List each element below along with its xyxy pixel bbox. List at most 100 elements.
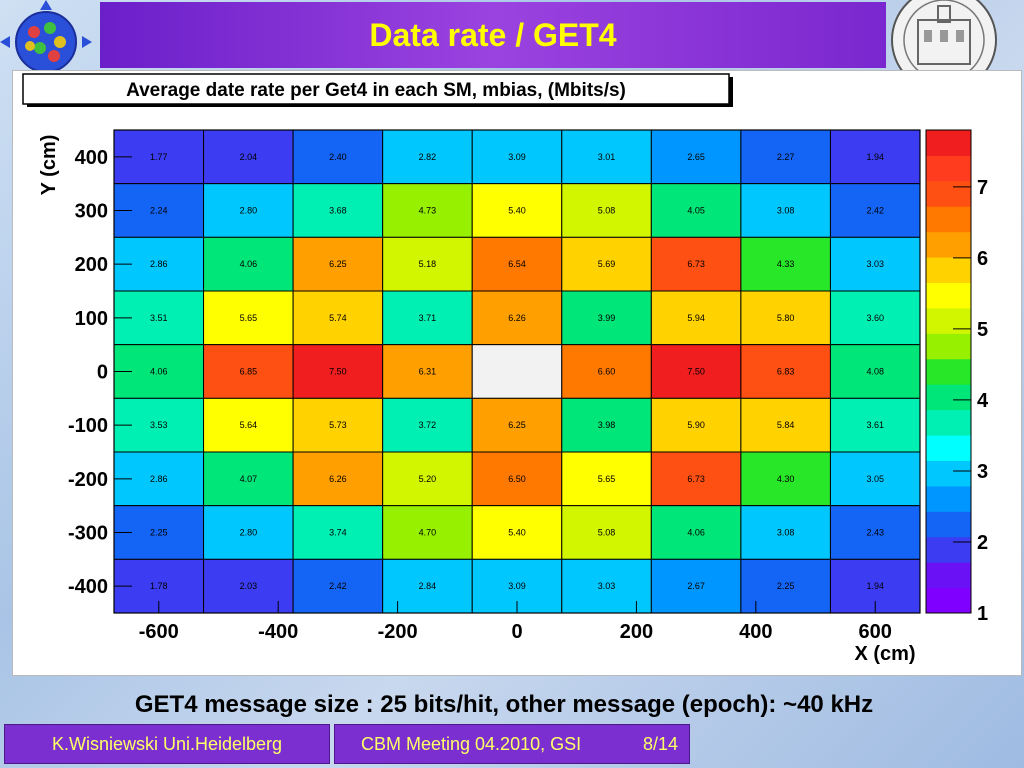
heatmap-cell [561,183,652,238]
cell-value-label: 4.06 [150,367,168,377]
heatmap-cell [203,505,294,560]
heatmap-cell [829,129,921,185]
heatmap-cell [561,129,652,185]
y-tick-label: -200 [68,469,108,491]
cell-value-label: 6.31 [419,367,437,377]
x-tick-label: -200 [378,621,418,643]
heatmap-cell [650,183,742,238]
footer-meeting-text: CBM Meeting 04.2010, GSI [361,734,582,754]
cell-value-label: 3.01 [598,152,616,162]
cell-value-label: 6.25 [508,420,526,430]
heatmap-chart: Average date rate per Get4 in each SM, m… [22,73,989,665]
color-scale-step [926,282,971,309]
cell-value-label: 4.05 [687,206,705,216]
cell-value-label: 5.40 [508,528,526,538]
cell-value-label: 2.42 [866,206,884,216]
heatmap-cell [471,451,563,507]
heatmap-cell [740,451,831,507]
heatmap-cell [292,236,384,292]
heatmap-cell [740,236,831,292]
cell-value-label: 5.74 [329,313,347,323]
x-tick-label: -600 [139,621,179,643]
color-scale-step [926,307,971,334]
heatmap-cell [292,397,384,453]
heatmap-cell [561,451,652,507]
color-scale-step [926,333,971,360]
y-tick-label: -300 [68,523,108,545]
color-scale [925,129,972,614]
x-tick-label: -400 [258,621,298,643]
cell-value-label: 6.25 [329,259,347,269]
slide-title-bar: Data rate / GET4 [100,2,886,68]
x-tick-label: 600 [859,621,892,643]
heatmap-cell [382,290,473,346]
cell-value-label: 3.03 [866,259,884,269]
slide-title: Data rate / GET4 [369,16,617,53]
cell-value-label: 1.94 [866,152,884,162]
color-scale-step [926,460,971,487]
heatmap-cell [829,451,921,507]
cell-value-label: 3.68 [329,206,347,216]
heatmap-cell [561,344,652,399]
cell-value-label: 3.74 [329,528,347,538]
z-tick-label: 5 [977,319,988,341]
heatmap-cell [471,344,563,399]
cell-value-label: 3.99 [598,313,616,323]
color-scale-step [926,206,971,233]
cell-value-label: 5.84 [777,420,795,430]
cell-value-label: 4.06 [240,259,258,269]
z-tick-label: 1 [977,603,988,625]
cell-value-label: 2.86 [150,474,168,484]
heatmap-cell [650,451,742,507]
color-scale-step [926,435,971,461]
cell-value-label: 4.06 [687,528,705,538]
cell-value-label: 2.86 [150,259,168,269]
cell-value-label: 7.50 [687,367,705,377]
subtitle-layer: GET4 message size : 25 bits/hit, other m… [135,691,873,718]
color-scale-ticks: 7 6 5 4 3 2 1 [953,177,989,625]
color-scale-step [926,587,971,614]
cell-value-label: 1.77 [150,152,168,162]
y-tick-label: 100 [75,308,108,330]
heatmap-cell [203,290,294,346]
title-box [22,73,730,105]
heatmap-cell [740,397,831,453]
cell-value-label: 1.94 [866,581,884,591]
heatmap-cell [292,451,384,507]
cell-value-label: 6.73 [687,259,705,269]
cell-value-label: 6.60 [598,367,616,377]
page-number: 8/14 [643,734,679,754]
cell-value-label: 1.78 [150,581,168,591]
cell-value-label: 5.90 [687,420,705,430]
cell-value-label: 5.08 [598,206,616,216]
color-scale-step [926,536,971,563]
cell-value-label: 5.08 [598,528,616,538]
heatmap-cell [382,129,473,185]
color-scale-step [926,231,971,258]
cell-value-label: 5.18 [419,259,437,269]
heatmap-cell [561,290,652,346]
cell-value-label: 2.67 [687,581,705,591]
heatmap-cell [382,236,473,292]
color-scale-step [926,358,971,385]
heatmap-cell [650,290,742,346]
y-tick-label: 400 [75,147,108,169]
cell-value-label: 5.40 [508,206,526,216]
footer-author-text: K.Wisniewski Uni.Heidelberg [51,733,283,754]
cell-value-label: 3.08 [777,528,795,538]
heatmap-cell [292,344,384,399]
cell-value-label: 3.61 [866,420,884,430]
heatmap-cell [471,129,563,185]
heatmap-cell [382,397,473,453]
cell-value-label: 3.09 [508,152,526,162]
cell-value-label: 4.30 [777,474,795,484]
heatmap-cell [561,397,652,453]
cell-value-label: 2.25 [150,528,168,538]
cell-value-label: 2.42 [329,581,347,591]
y-tick-label: -100 [68,415,108,437]
color-scale-step [926,155,971,182]
heatmap-cell [203,451,294,507]
cell-value-label: 4.07 [240,474,258,484]
y-tick-label: 300 [75,201,108,223]
cell-value-label: 2.80 [240,528,258,538]
